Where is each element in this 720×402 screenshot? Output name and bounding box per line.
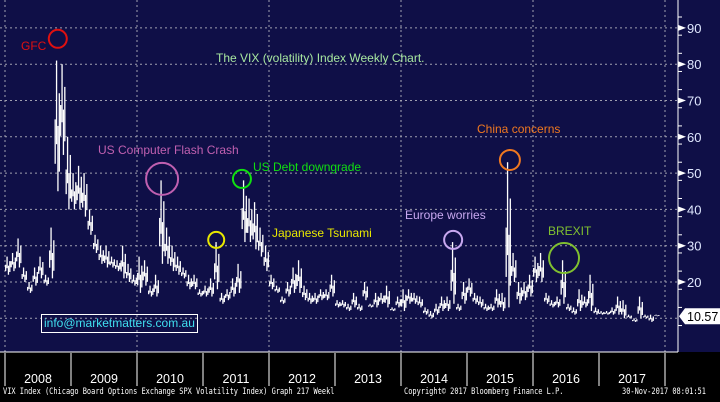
axes: 20 30 40 50 60 70 80 90 10.57 2008 2009 2010 2011 201… — [0, 0, 720, 386]
annotation-label-flash-crash: US Computer Flash Crash — [98, 143, 239, 157]
y-tick-arrow — [678, 170, 686, 177]
x-tick-label: 2017 — [618, 372, 646, 386]
annotation-circle — [443, 229, 464, 250]
footer-timestamp: 30-Nov-2017 08:01:51 — [622, 387, 706, 397]
x-tick-label: 2008 — [24, 372, 52, 386]
annotation-label-gfc: GFC — [21, 39, 47, 53]
y-tick-arrow — [678, 279, 686, 285]
x-tick-label: 2015 — [486, 372, 514, 386]
footer-copyright: Copyright© 2017 Bloomberg Finance L.P. — [404, 387, 564, 397]
annotation-label-debt-downgrade: US Debt downgrade — [253, 160, 362, 174]
annotation-label-europe-worries: Europe worries — [405, 208, 486, 222]
x-tick-label: 2011 — [223, 372, 250, 386]
annotation-circle — [498, 149, 521, 172]
last-value-tag — [679, 308, 720, 325]
annotation-circle — [231, 168, 252, 189]
annotation-label-japanese-tsunami: Japanese Tsunami — [272, 226, 372, 240]
last-value-label: 10.57 — [687, 310, 718, 324]
y-tick-arrow — [678, 206, 686, 213]
y-tick-label: 60 — [687, 130, 701, 145]
annotation-circles — [47, 28, 581, 275]
y-tick-label: 40 — [687, 202, 701, 217]
contact-email-box: info@marketmatters.com.au — [41, 314, 198, 333]
annotation-circle — [145, 161, 180, 196]
y-axis-background — [679, 0, 720, 352]
x-tick-label: 2009 — [90, 372, 118, 386]
y-tick-label: 30 — [687, 239, 701, 254]
y-tick-arrow — [678, 24, 686, 31]
footer-description: VIX Index (Chicago Board Options Exchang… — [3, 387, 335, 397]
annotation-circle — [47, 28, 68, 49]
x-tick-label: 2014 — [420, 372, 448, 386]
y-tick-arrow — [678, 61, 686, 68]
x-tick-label: 2010 — [156, 372, 184, 386]
annotation-circle — [548, 242, 581, 275]
x-tick-label: 2016 — [552, 372, 580, 386]
y-tick-arrow — [678, 133, 686, 140]
chart-title: The VIX (volatility) Index Weekly Chart. — [216, 51, 425, 65]
y-tick-label: 70 — [687, 94, 701, 109]
price-bars — [5, 60, 660, 322]
grid — [0, 0, 678, 352]
y-tick-label: 20 — [687, 275, 701, 290]
annotation-label-brexit: BREXIT — [548, 224, 592, 238]
annotation-label-china-concerns: China concerns — [477, 122, 561, 136]
y-tick-label: 80 — [687, 57, 701, 72]
y-tick-label: 90 — [687, 21, 701, 36]
plot-background — [0, 0, 720, 352]
y-tick-arrow — [678, 242, 686, 249]
annotation-circle — [207, 230, 226, 249]
vix-chart: 20 30 40 50 60 70 80 90 10.57 2008 2009 2010 2011 201… — [0, 0, 720, 386]
y-tick-arrow — [678, 97, 686, 104]
x-tick-label: 2013 — [354, 372, 382, 386]
x-tick-label: 2012 — [288, 372, 316, 386]
y-tick-label: 50 — [687, 166, 701, 181]
